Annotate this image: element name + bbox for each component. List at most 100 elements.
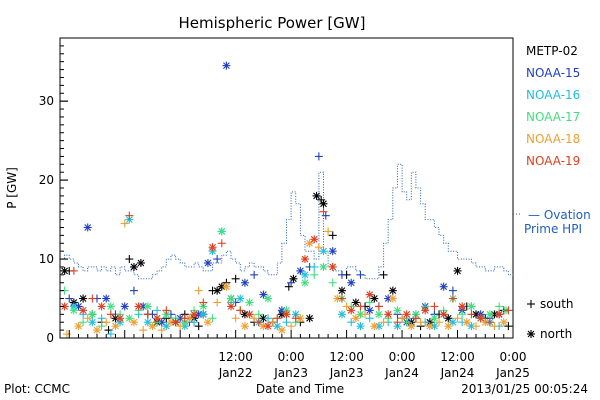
data-point-south <box>365 314 374 323</box>
data-point-north <box>120 302 129 311</box>
plot-frame <box>59 37 514 339</box>
marker-legend-label: north <box>540 327 572 341</box>
data-point-south <box>97 322 106 331</box>
legend-item: NOAA-15 <box>526 66 580 80</box>
data-point-north <box>203 318 212 327</box>
data-point-south <box>411 314 420 323</box>
data-point-north <box>365 290 374 299</box>
data-point-south <box>97 314 106 323</box>
data-point-south <box>485 318 494 327</box>
data-point-north <box>199 310 208 319</box>
data-point-north <box>88 310 97 319</box>
y-tick-label: 30 <box>39 94 54 108</box>
data-point-south <box>217 239 226 248</box>
data-point-north <box>222 61 231 70</box>
data-point-north <box>136 259 145 267</box>
data-point-south <box>83 314 92 323</box>
data-point-south <box>490 322 499 331</box>
legend-item: METP-02 <box>526 44 578 58</box>
data-point-north <box>402 310 411 319</box>
data-point-north <box>444 314 453 323</box>
x-tick-label-time: 12:00 <box>218 350 253 364</box>
x-tick-label-time: 0:00 <box>500 350 527 364</box>
data-point-north <box>88 318 97 327</box>
data-point-north <box>217 227 226 236</box>
data-point-north <box>69 306 78 315</box>
data-point-south <box>342 302 351 311</box>
data-point-north <box>388 286 397 295</box>
data-point-north <box>129 262 138 271</box>
data-point-south <box>264 314 273 323</box>
data-point-south <box>472 322 481 331</box>
data-point-south <box>143 310 152 319</box>
data-point-north <box>125 314 134 323</box>
data-point-south <box>153 306 162 315</box>
legend-item: NOAA-18 <box>526 132 580 146</box>
legend: METP-02 NOAA-15 NOAA-16 NOAA-17 NOAA-18 NOAA-… <box>526 44 580 168</box>
data-point-south <box>328 231 337 240</box>
data-point-north <box>328 247 337 256</box>
data-point-south <box>328 278 337 287</box>
data-point-south <box>398 314 407 323</box>
legend-item: NOAA-19 <box>526 154 580 168</box>
data-point-south <box>379 270 388 279</box>
data-point-north <box>319 247 328 256</box>
data-point-north <box>102 294 111 303</box>
data-point-north <box>79 294 88 303</box>
data-point-north <box>319 262 328 271</box>
y-tick-label: 10 <box>39 252 54 266</box>
legend-item: NOAA-17 <box>526 110 580 124</box>
data-point-south <box>361 310 370 319</box>
x-tick-label-date: Jan25 <box>495 366 530 380</box>
data-point-south <box>430 302 439 311</box>
data-point-south <box>65 294 74 303</box>
data-point-north <box>310 235 319 244</box>
data-point-south <box>106 330 115 339</box>
plot-credit: Plot: CCMC <box>4 382 70 396</box>
data-point-north <box>148 322 157 331</box>
data-point-north <box>430 314 439 323</box>
data-point-north <box>407 322 416 331</box>
data-point-south <box>231 314 240 323</box>
data-point-south <box>254 318 263 327</box>
data-point-south <box>379 318 388 327</box>
data-point-north <box>365 306 374 315</box>
data-point-south <box>356 270 365 279</box>
data-point-south <box>356 302 365 311</box>
data-point-south <box>347 318 356 327</box>
data-point-south <box>254 310 263 319</box>
y-tick-label: 0 <box>46 331 54 345</box>
data-point-north <box>485 310 494 319</box>
data-point-north <box>444 322 453 331</box>
data-point-north <box>129 318 138 327</box>
data-point-north <box>264 294 273 303</box>
x-tick-label-date: Jan23 <box>273 366 308 380</box>
data-point-south <box>162 306 171 315</box>
data-point-south <box>250 270 259 279</box>
data-point-north <box>312 191 321 200</box>
data-point-north <box>97 302 106 311</box>
x-tick-label-time: 12:00 <box>440 350 475 364</box>
data-point-north <box>245 310 254 319</box>
data-point-north <box>453 266 462 275</box>
data-point-south <box>125 255 134 264</box>
data-point-south <box>69 266 78 275</box>
data-point-south <box>129 286 138 295</box>
data-point-south <box>180 314 189 323</box>
data-point-north <box>222 282 231 291</box>
data-point-north <box>236 294 245 303</box>
data-point-north <box>439 310 448 319</box>
data-point-south <box>448 286 457 295</box>
data-point-south <box>213 255 222 264</box>
y-axis-label: P [GW] <box>5 167 19 209</box>
x-tick-label-time: 0:00 <box>278 350 305 364</box>
x-tick-label-date: Jan24 <box>384 366 419 380</box>
data-point-south <box>291 314 300 323</box>
data-point-north <box>79 306 88 315</box>
data-point-north <box>476 314 485 323</box>
data-point-south <box>374 302 383 311</box>
data-point-south <box>495 302 504 311</box>
data-point-north <box>448 318 457 327</box>
data-point-north <box>92 326 101 335</box>
